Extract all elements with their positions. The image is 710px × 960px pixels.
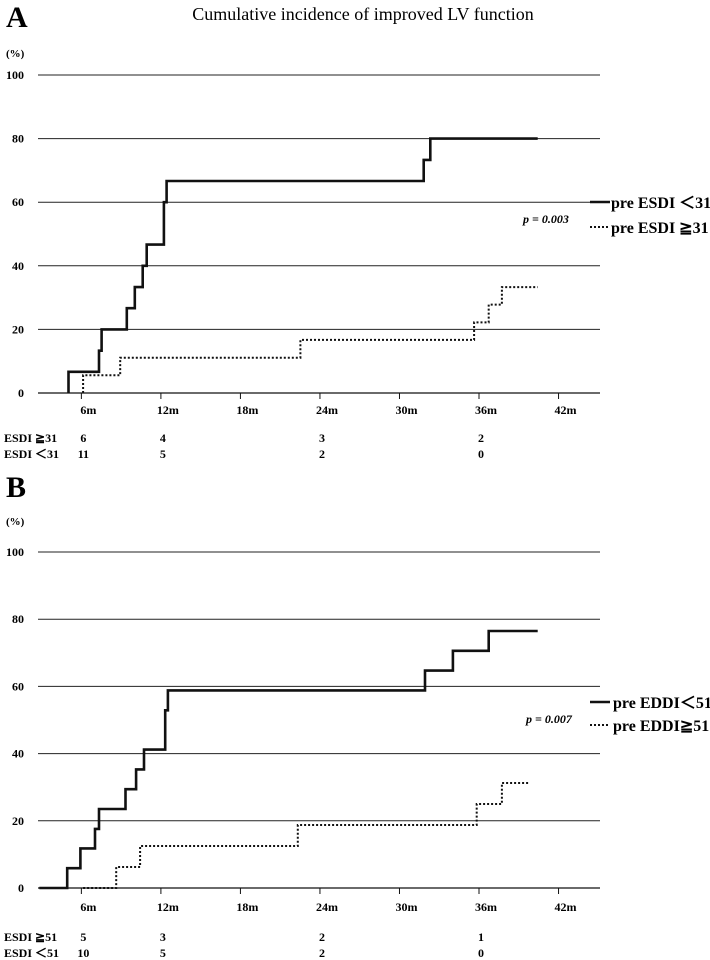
p-value: p = 0.007 [525,712,573,726]
risk-count: 2 [319,930,325,944]
risk-table: ESDI ≧51 5 3 2 1 ESDI ＜51 10 5 2 0 [4,930,484,960]
x-tick-label: 36m [475,403,497,417]
risk-count: 10 [77,946,89,960]
series-lines [39,629,538,890]
risk-count: 11 [78,447,89,461]
x-tick-label: 30m [395,900,417,914]
y-axis: 0 20 40 60 80 100 [6,68,24,400]
risk-count: 2 [478,431,484,445]
y-axis: 0 20 40 60 80 100 [6,545,24,895]
y-tick-label: 20 [12,814,24,828]
risk-count: 5 [80,930,86,944]
y-tick-label: 20 [12,322,24,336]
y-tick-label: 0 [18,386,24,400]
panel-label: A [6,1,28,34]
series-line-dotted [83,782,529,889]
risk-count: 4 [160,431,166,445]
x-tick-label: 12m [157,403,179,417]
x-tick-label: 24m [316,900,338,914]
risk-count: 5 [160,946,166,960]
y-tick-label: 60 [12,679,24,693]
risk-count: 2 [319,447,325,461]
risk-count: 6 [80,431,86,445]
risk-count: 0 [478,946,484,960]
y-tick-label: 100 [6,545,24,559]
gridlines [38,551,600,889]
y-tick-label: 40 [12,259,24,273]
y-tick-label: 80 [12,612,24,626]
x-axis: 6m 12m 18m 24m 30m 36m 42m [38,392,600,417]
legend-label: pre ESDI ＜31 [611,195,710,212]
x-tick-label: 18m [236,403,258,417]
risk-count: 0 [478,447,484,461]
series-line-dotted [82,286,538,393]
series-line-solid [67,137,538,393]
y-tick-label: 40 [12,747,24,761]
risk-count: 3 [319,431,325,445]
risk-count: 1 [478,930,484,944]
y-unit-label: (%) [6,48,25,60]
p-value: p = 0.003 [522,212,569,226]
x-tick-label: 36m [475,900,497,914]
y-tick-label: 80 [12,132,24,146]
x-tick-label: 18m [236,900,258,914]
x-tick-label: 24m [316,403,338,417]
legend: pre EDDI＜51 pre EDDI≧51 [590,695,710,735]
legend-label: pre EDDI＜51 [613,695,710,712]
legend-label: pre ESDI ≧31 [611,220,709,237]
x-tick-label: 12m [157,900,179,914]
legend: pre ESDI ＜31 pre ESDI ≧31 [590,195,710,237]
y-tick-label: 100 [6,68,24,82]
legend-label: pre EDDI≧51 [613,718,709,735]
panel-label: B [6,471,26,504]
x-tick-label: 6m [80,403,96,417]
risk-count: 3 [160,930,166,944]
risk-row-label: ESDI ＜51 [4,946,59,960]
series-line-solid [39,629,538,890]
y-tick-label: 60 [12,195,24,209]
gridlines [38,74,600,394]
x-axis: 6m 12m 18m 24m 30m 36m 42m [38,887,600,914]
risk-row-label: ESDI ≧31 [4,431,57,445]
y-unit-label: (%) [6,516,25,528]
risk-row-label: ESDI ≧51 [4,930,57,944]
x-tick-label: 42m [555,403,577,417]
risk-table: ESDI ≧31 6 4 3 2 ESDI ＜31 11 5 2 0 [4,431,484,461]
x-tick-label: 42m [555,900,577,914]
y-tick-label: 0 [18,881,24,895]
risk-row-label: ESDI ＜31 [4,447,59,461]
series-lines [67,137,538,393]
x-tick-label: 6m [80,900,96,914]
x-tick-label: 30m [395,403,417,417]
figure-title: Cumulative incidence of improved LV func… [192,4,533,24]
risk-count: 2 [319,946,325,960]
risk-count: 5 [160,447,166,461]
